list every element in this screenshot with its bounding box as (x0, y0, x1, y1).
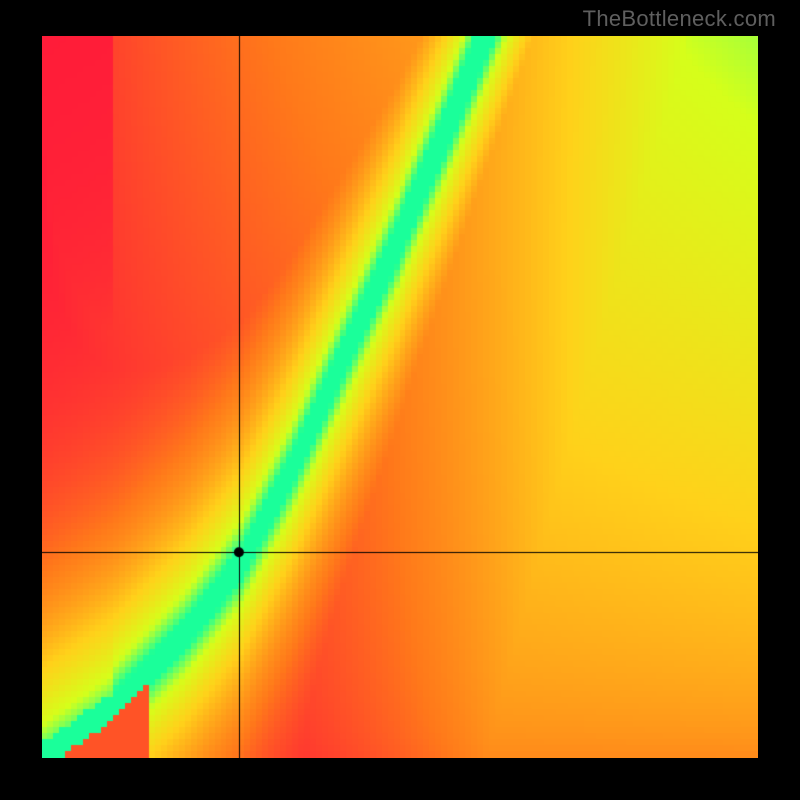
watermark-text: TheBottleneck.com (583, 6, 776, 32)
heatmap-canvas (42, 36, 758, 758)
bottleneck-heatmap (42, 36, 758, 758)
